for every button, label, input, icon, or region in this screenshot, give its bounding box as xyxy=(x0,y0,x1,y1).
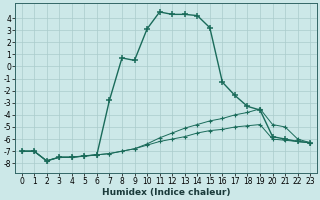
X-axis label: Humidex (Indice chaleur): Humidex (Indice chaleur) xyxy=(102,188,230,197)
